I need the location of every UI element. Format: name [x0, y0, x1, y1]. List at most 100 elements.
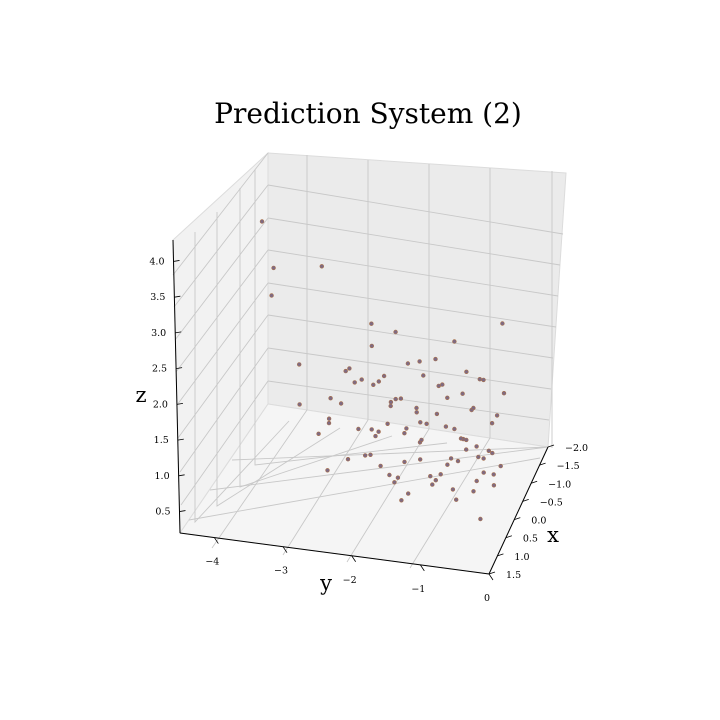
data-point — [338, 401, 344, 406]
x-tick-label: −1.5 — [557, 461, 580, 472]
data-point — [486, 448, 491, 453]
data-point — [419, 437, 424, 443]
z-tick-label-mark — [177, 438, 184, 441]
data-point — [452, 339, 457, 344]
x-tick-label-mark — [514, 517, 521, 520]
data-point — [477, 377, 482, 382]
y-tick-label-mark — [214, 537, 219, 544]
panes — [172, 151, 567, 575]
y-tick-label: −2 — [343, 575, 357, 586]
z-tick-label: 1.0 — [155, 471, 170, 482]
data-point — [481, 456, 486, 461]
data-point — [428, 474, 433, 479]
data-point — [388, 403, 393, 409]
y-tick-label-mark — [351, 555, 356, 562]
data-point — [326, 416, 332, 421]
data-point — [405, 361, 411, 366]
x-tick-label: 1.5 — [506, 570, 521, 581]
data-point — [424, 421, 429, 426]
data-point — [445, 395, 450, 400]
data-point — [368, 452, 373, 457]
x-tick-label-mark — [522, 499, 529, 502]
y-tick-label: −3 — [274, 566, 288, 577]
data-point — [443, 424, 449, 429]
data-point — [356, 426, 361, 432]
z-tick-label: 3.0 — [151, 328, 166, 339]
data-point — [471, 489, 476, 494]
data-point — [369, 343, 374, 349]
data-point — [438, 472, 443, 477]
z-axis-line — [172, 239, 181, 534]
z-tick-label: 1.5 — [154, 435, 169, 446]
data-point — [452, 426, 457, 432]
x-tick-label-mark — [531, 480, 538, 484]
y-axis-line — [179, 532, 490, 575]
x-tick-label-mark — [497, 553, 504, 557]
data-point — [406, 491, 411, 496]
data-point — [474, 444, 479, 449]
data-point — [369, 321, 374, 326]
z-tick-label-mark — [176, 402, 183, 405]
data-point — [345, 457, 351, 462]
y-ticks: −4 −3 −2 −1 0 — [205, 537, 494, 604]
data-point — [500, 321, 505, 326]
data-point — [393, 329, 398, 335]
data-point — [373, 433, 378, 439]
data-point — [399, 498, 404, 503]
x-tick-label-mark — [488, 571, 496, 575]
data-point — [378, 463, 383, 469]
data-point — [398, 396, 404, 401]
data-point — [316, 431, 321, 436]
x-tick-label-mark — [547, 444, 555, 448]
data-point — [433, 356, 438, 362]
data-point — [448, 456, 454, 461]
data-point — [494, 413, 500, 418]
data-points — [259, 219, 507, 522]
z-tick-label-mark — [179, 510, 186, 512]
data-point — [347, 366, 352, 371]
z-tick-label: 4.0 — [149, 256, 164, 267]
z-tick-label: 2.5 — [152, 364, 167, 375]
y-tick-label: −4 — [205, 557, 219, 568]
data-point — [388, 399, 394, 405]
data-point — [381, 373, 387, 379]
data-point — [491, 472, 496, 477]
y-tick-label: 0 — [484, 593, 490, 604]
data-point — [450, 487, 456, 492]
x-tick-label: 0.5 — [523, 534, 538, 545]
data-point — [481, 377, 486, 383]
z-tick-label-mark — [178, 474, 185, 477]
data-point — [414, 405, 419, 411]
data-point — [460, 391, 465, 396]
data-point — [393, 396, 398, 402]
x-tick-label: 1.0 — [514, 552, 529, 563]
z-tick-label-mark — [173, 260, 180, 262]
x-tick-label: −0.5 — [540, 497, 563, 508]
data-point — [481, 470, 486, 475]
data-point — [269, 293, 274, 298]
data-point — [498, 463, 503, 469]
data-point — [371, 382, 376, 387]
data-point — [297, 362, 302, 367]
data-point — [421, 373, 426, 378]
data-point — [369, 427, 374, 432]
data-point — [478, 516, 483, 522]
data-point — [363, 453, 368, 458]
data-point — [385, 421, 390, 426]
x-axis-line — [488, 446, 549, 575]
data-point — [376, 379, 381, 384]
z-tick-label: 3.5 — [150, 292, 165, 303]
y-tick-label-mark — [488, 573, 494, 581]
chart-title: Prediction System (2) — [214, 97, 522, 130]
x-tick-label: −1.0 — [548, 479, 571, 490]
x-tick-label: 0.0 — [531, 516, 546, 527]
data-point — [458, 436, 464, 441]
data-point — [434, 411, 440, 417]
z-ticks: 0.5 1.0 1.5 2.0 2.5 3.0 3.5 4.0 — [149, 256, 186, 518]
y-axis-title: y — [319, 571, 332, 595]
data-point — [259, 219, 265, 224]
data-point — [464, 369, 469, 374]
y-tick-label: −1 — [411, 584, 425, 595]
data-point — [402, 459, 407, 465]
z-tick-label: 2.0 — [153, 399, 168, 410]
